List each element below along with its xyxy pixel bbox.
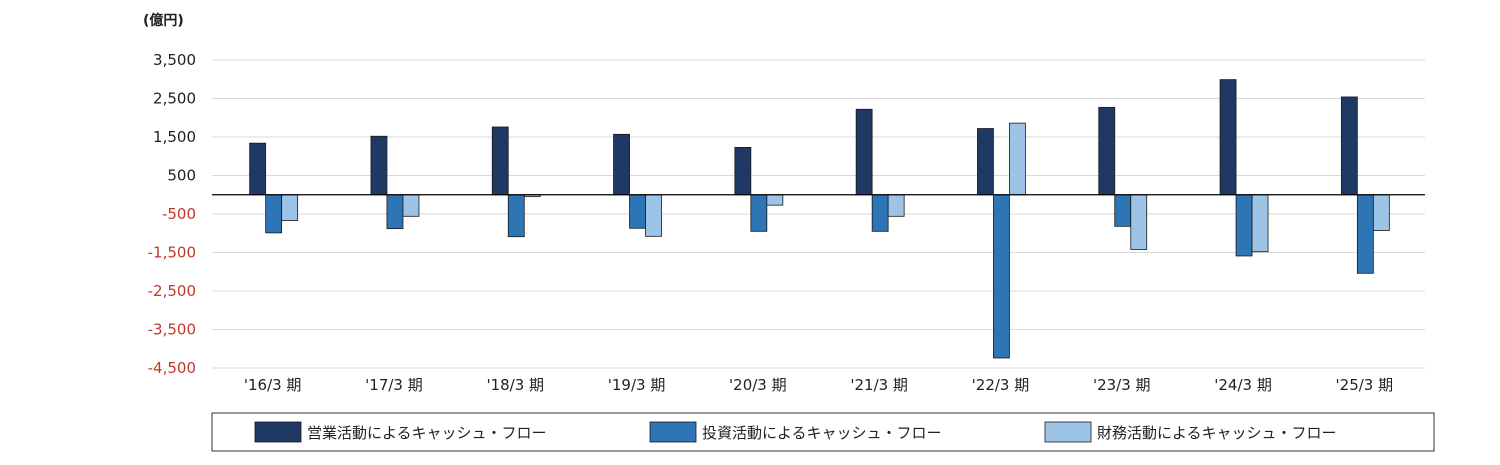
bar	[1114, 194, 1132, 227]
x-tick-label: '16/3 期	[244, 376, 302, 394]
bar	[734, 146, 752, 196]
bar	[977, 128, 994, 196]
bar-group	[734, 146, 784, 232]
x-tick-label: '18/3 期	[486, 376, 544, 394]
y-axis-ticks: 3,500 2,500 1,500 500 -500 -1,500 -2,500 -3,500…	[148, 51, 196, 377]
legend-frame	[211, 412, 1435, 452]
bar	[1098, 106, 1116, 196]
y-tick-label: 2,500	[153, 90, 196, 108]
legend-swatch	[649, 421, 697, 443]
y-tick-label: -4,500	[148, 359, 196, 377]
bar-group	[855, 108, 905, 232]
bar	[855, 108, 873, 196]
y-tick-label: -2,500	[148, 282, 196, 300]
legend-item: 営業活動によるキャッシュ・フロー	[254, 421, 547, 443]
legend-label: 営業活動によるキャッシュ・フロー	[307, 424, 547, 442]
legend-item: 投資活動によるキャッシュ・フロー	[649, 421, 942, 443]
bar	[1340, 96, 1358, 196]
bar	[645, 194, 662, 237]
y-unit-label: (億円)	[143, 12, 184, 29]
bar-group	[249, 142, 299, 234]
bar	[1130, 194, 1148, 250]
bar	[887, 194, 905, 217]
bar	[281, 194, 299, 221]
bar	[386, 194, 404, 230]
x-tick-label: '24/3 期	[1214, 376, 1272, 394]
bar-group	[977, 122, 1026, 359]
y-tick-label: -3,500	[148, 321, 196, 339]
legend-label: 財務活動によるキャッシュ・フロー	[1097, 424, 1337, 442]
legend: 営業活動によるキャッシュ・フロー 投資活動によるキャッシュ・フロー 財務活動によるキ…	[211, 412, 1435, 452]
x-axis-labels: '16/3 期 '17/3 期 '18/3 期 '19/3 期 '20/3 期 '21/3…	[244, 376, 1393, 394]
bar-group	[1219, 79, 1269, 257]
bar	[249, 142, 267, 196]
x-tick-label: '22/3 期	[972, 376, 1030, 394]
bar	[370, 135, 388, 196]
y-tick-label: 3,500	[153, 51, 196, 69]
bar	[1372, 194, 1390, 231]
bar-group	[491, 126, 541, 238]
y-tick-label: 1,500	[153, 128, 196, 146]
x-tick-label: '17/3 期	[365, 376, 423, 394]
x-tick-label: '25/3 期	[1336, 376, 1394, 394]
bar	[1356, 194, 1374, 274]
bar	[766, 194, 784, 206]
legend-swatch	[1044, 421, 1092, 443]
y-tick-label: -1,500	[148, 244, 196, 262]
bar	[993, 194, 1010, 359]
bar-group	[613, 133, 662, 237]
x-tick-label: '20/3 期	[729, 376, 787, 394]
legend-swatch	[254, 421, 302, 443]
y-tick-label: 500	[167, 167, 196, 185]
y-tick-label: -500	[162, 205, 196, 223]
bar	[1235, 194, 1253, 257]
x-tick-label: '21/3 期	[850, 376, 908, 394]
bar-group	[370, 135, 420, 230]
legend-label: 投資活動によるキャッシュ・フロー	[702, 424, 942, 442]
bar	[871, 194, 889, 232]
legend-item: 財務活動によるキャッシュ・フロー	[1044, 421, 1337, 443]
x-tick-label: '23/3 期	[1093, 376, 1151, 394]
bar	[1251, 194, 1269, 253]
bar	[1009, 122, 1026, 196]
bar-groups	[249, 79, 1390, 359]
bar-group	[1340, 96, 1390, 274]
x-tick-label: '19/3 期	[608, 376, 666, 394]
bar	[1219, 79, 1237, 196]
bar	[750, 194, 768, 232]
bar	[265, 194, 283, 234]
bar	[507, 194, 525, 238]
bar	[613, 133, 630, 196]
bar-group	[1098, 106, 1148, 250]
bar	[629, 194, 646, 229]
bar	[402, 194, 420, 217]
bar	[491, 126, 509, 196]
